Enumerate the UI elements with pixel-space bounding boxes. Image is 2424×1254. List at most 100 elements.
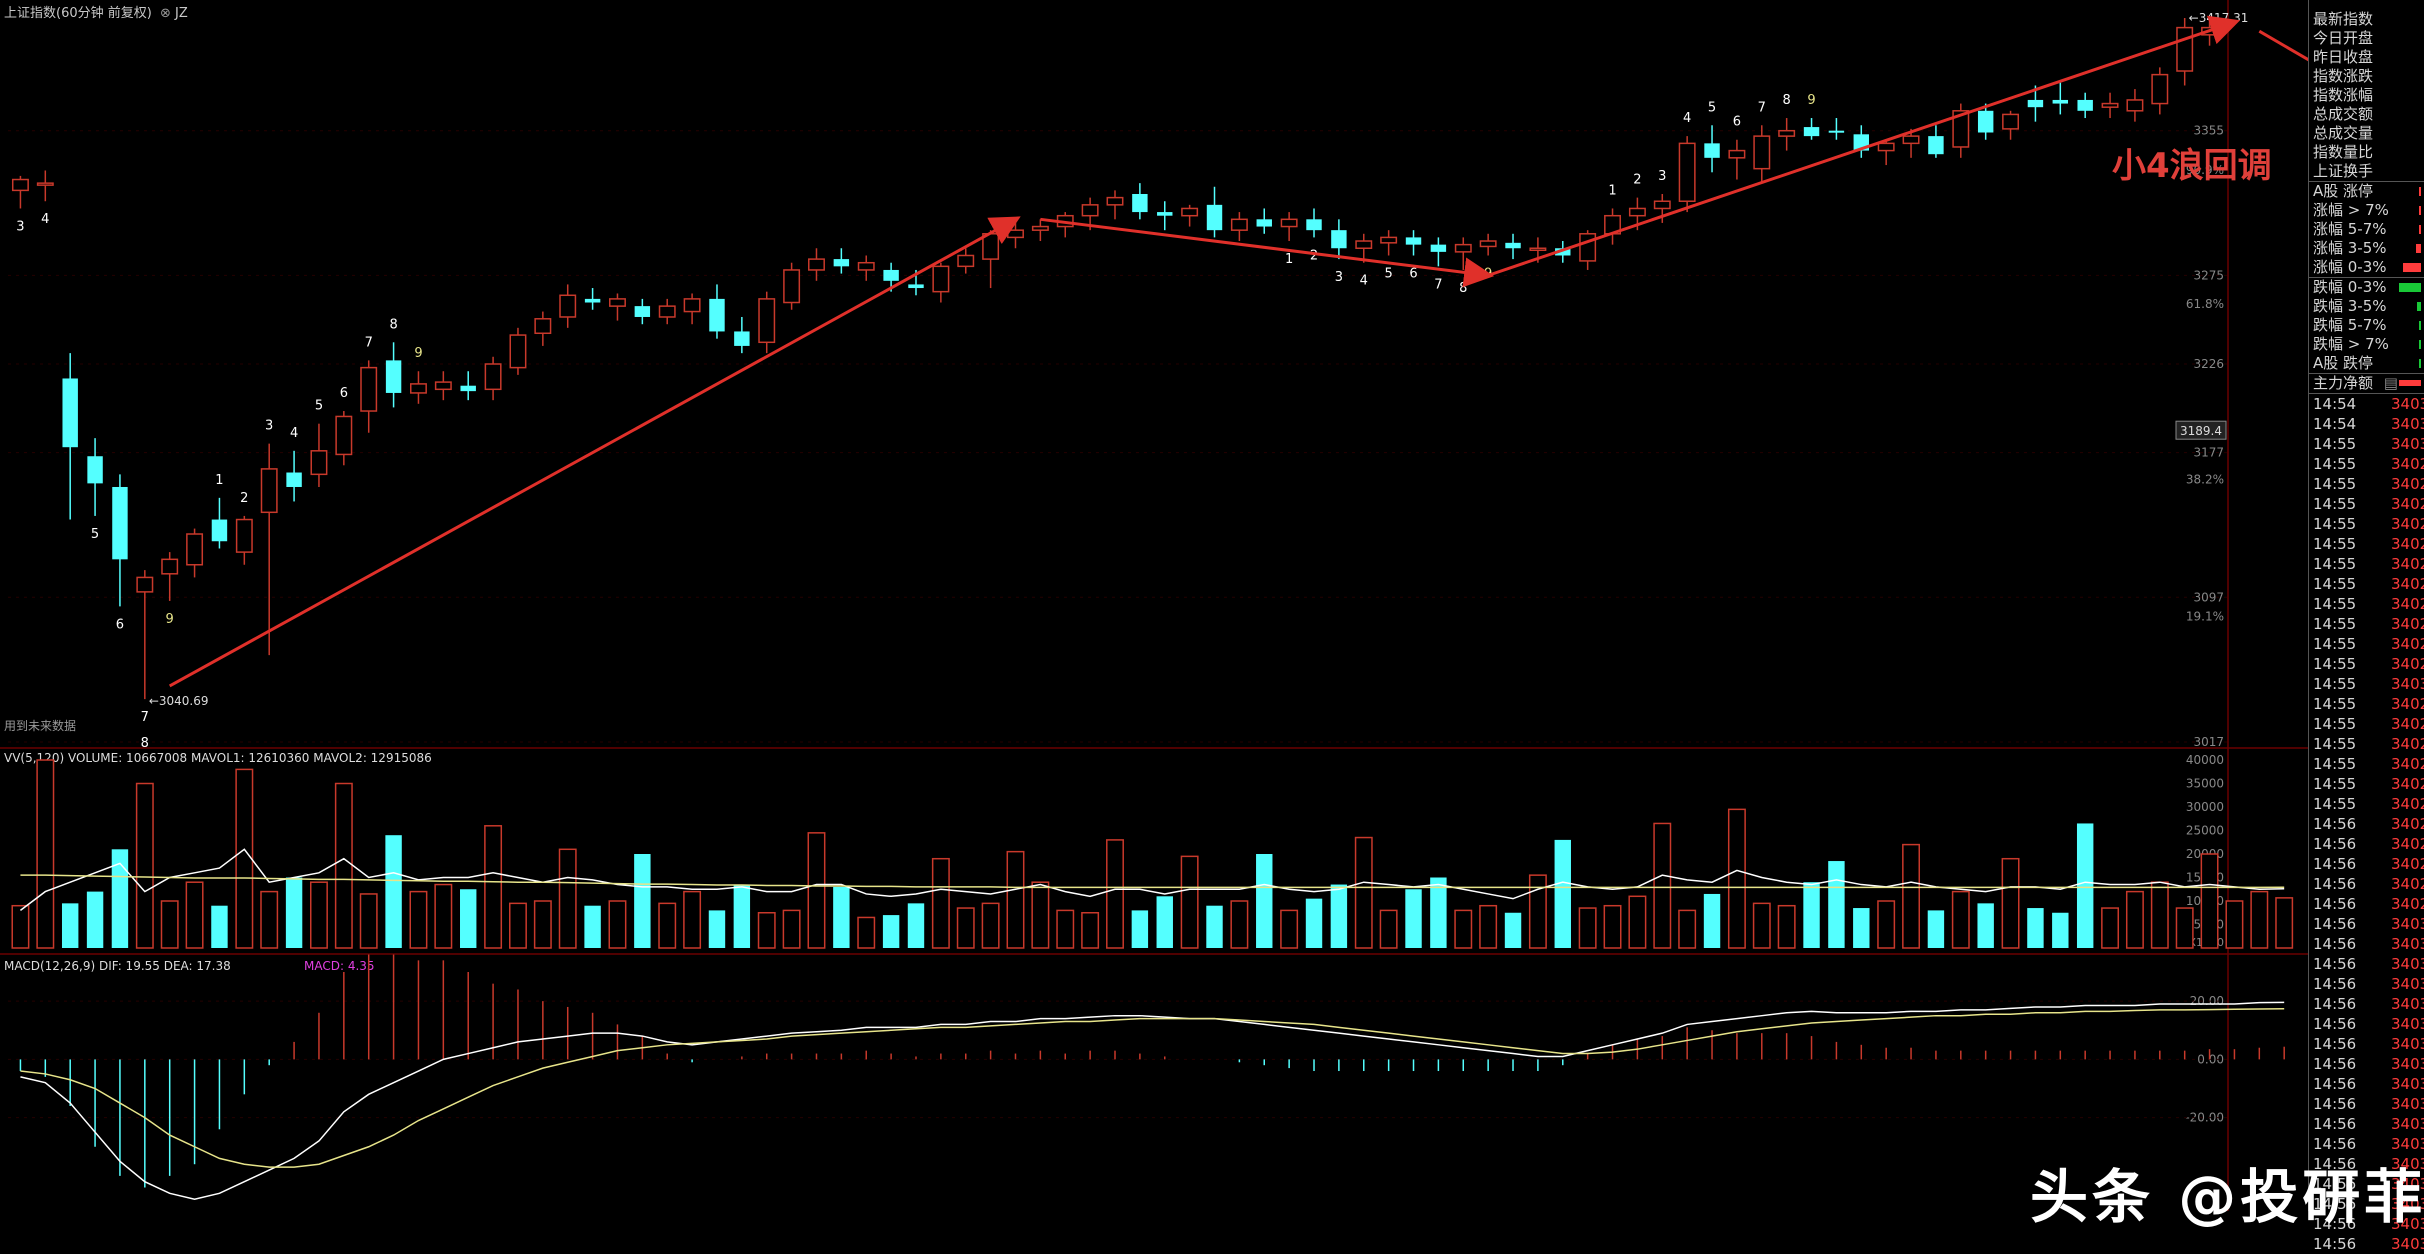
macd-value-label: MACD: 4.35 <box>304 959 375 973</box>
tick-price: 3403 <box>2391 435 2424 453</box>
candle-body-down <box>460 385 476 392</box>
candle-body-up <box>1579 233 1597 262</box>
distribution-row: 涨幅 0-3% <box>2309 258 2424 277</box>
tick-price: 3403 <box>2391 915 2424 933</box>
candle-body-up <box>1454 243 1472 253</box>
tick-time: 14:55 <box>2313 535 2357 553</box>
distribution-list: A股 涨停 涨幅 > 7% 涨幅 5-7% 涨幅 3-5% 涨幅 0-3% 跌幅 0-3%… <box>2309 181 2424 373</box>
tick-price: 3402 <box>2391 575 2424 593</box>
td-count-label: 2 <box>1633 173 1641 188</box>
info-row: 最新指数 <box>2309 10 2424 29</box>
tick-time: 14:54 <box>2313 415 2357 433</box>
candle-body-down <box>1803 127 1820 137</box>
td-count-label: 7 <box>1434 277 1442 292</box>
close-icon[interactable]: ⊗ <box>159 6 171 21</box>
tick-row: 14:55 3402 <box>2309 454 2424 474</box>
wave-arrow-up-1 <box>168 216 1021 688</box>
volume-bar-up <box>782 909 801 949</box>
tick-row: 14:55 3403 <box>2309 434 2424 454</box>
td-count-label: 3 <box>1658 169 1666 184</box>
tick-time: 14:56 <box>2313 1095 2357 1113</box>
td-count-label: 3 <box>265 419 273 434</box>
tick-price: 3402 <box>2391 535 2424 553</box>
volume-bar-up <box>1653 822 1672 949</box>
tick-row: 14:55 3402 <box>2309 714 2424 734</box>
td-count-label: 5 <box>91 527 99 542</box>
tick-row: 14:56 3403 <box>2309 1174 2424 1194</box>
volume-bar-up <box>683 890 702 949</box>
volume-bar-up <box>2250 890 2269 949</box>
tick-price: 3403 <box>2391 1055 2424 1073</box>
price-tick-label: 3355 <box>2193 124 2224 138</box>
candle-body-down <box>2077 99 2093 111</box>
tick-price: 3402 <box>2391 715 2424 733</box>
tick-time: 14:55 <box>2313 575 2357 593</box>
volume-bar-up <box>1752 902 1771 949</box>
tick-row: 14:56 3403 <box>2309 954 2424 974</box>
volume-bar-down <box>2052 912 2069 948</box>
tick-list[interactable]: 14:54340314:54340314:55340314:55340214:5… <box>2309 393 2424 1254</box>
volume-bar-up <box>2150 881 2169 949</box>
low-price-label: ←3040.69 <box>149 694 209 708</box>
volume-bar-up <box>160 900 179 949</box>
distribution-bar <box>2419 321 2421 330</box>
candle-body-down <box>1206 204 1223 231</box>
volume-bar-up <box>359 893 378 949</box>
tick-time: 14:56 <box>2313 935 2357 953</box>
candle-body-up <box>609 298 626 307</box>
td-count-label: 4 <box>1360 274 1368 289</box>
tick-price: 3403 <box>2391 955 2424 973</box>
tick-row: 14:55 3402 <box>2309 614 2424 634</box>
chart-area[interactable]: 33553275322631773097301790.9%61.8%38.2%1… <box>0 0 2308 1211</box>
distribution-label: 涨幅 0-3% <box>2313 258 2387 276</box>
td-count-label: 5 <box>1384 266 1392 281</box>
candle-body-up <box>559 294 577 318</box>
info-row: 总成交量 <box>2309 124 2424 143</box>
volume-bar-down <box>1554 839 1571 948</box>
volume-bar-down <box>1853 908 1870 948</box>
td-count-label: 1 <box>1608 183 1616 198</box>
candle-body-up <box>1877 142 1895 152</box>
tick-row: 14:56 3403 <box>2309 1074 2424 1094</box>
tick-row: 14:56 3403 <box>2309 994 2424 1014</box>
tick-time: 14:56 <box>2313 1195 2357 1213</box>
candle-body-up <box>1952 110 1970 148</box>
candle-body-up <box>36 182 54 186</box>
volume-bar-down <box>285 877 303 948</box>
price-tick-label: 3226 <box>2193 357 2224 371</box>
tick-time: 14:56 <box>2313 1175 2357 1193</box>
info-row: 上证换手 <box>2309 162 2424 181</box>
price-tick-label: 3177 <box>2193 446 2224 460</box>
volume-tick-label: 30000 <box>2186 800 2224 814</box>
candle-body-down <box>87 456 103 484</box>
info-label: 指数涨跌 <box>2313 67 2374 85</box>
candle-body-up <box>932 265 950 293</box>
tick-time: 14:56 <box>2313 975 2357 993</box>
volume-bar-down <box>86 891 104 948</box>
volume-bar-up <box>1528 874 1547 949</box>
tick-price: 3402 <box>2391 595 2424 613</box>
distribution-bar <box>2417 302 2421 311</box>
candle-body-up <box>1031 225 1049 231</box>
candle-body-down <box>1306 219 1322 231</box>
candle-body-down <box>833 259 850 267</box>
volume-bar-down <box>1156 896 1173 948</box>
info-row: 指数涨幅 <box>2309 86 2424 105</box>
volume-bar-up <box>1006 850 1025 949</box>
td-count-label: 6 <box>116 617 124 632</box>
volume-bar-down <box>111 849 129 948</box>
tick-time: 14:56 <box>2313 1115 2357 1133</box>
info-label: 总成交量 <box>2313 124 2374 142</box>
volume-bar-up <box>956 907 975 949</box>
candle-body-up <box>683 298 701 313</box>
volume-bar-down <box>1504 912 1522 948</box>
tick-time: 14:56 <box>2313 1235 2357 1253</box>
tick-row: 14:55 3402 <box>2309 534 2424 554</box>
td-count-label: 8 <box>389 317 397 332</box>
tick-price: 3402 <box>2391 615 2424 633</box>
tick-row: 14:55 3402 <box>2309 634 2424 654</box>
tick-price: 3402 <box>2391 655 2424 673</box>
distribution-row: 跌幅 0-3% <box>2309 277 2424 297</box>
volume-bar-up <box>11 904 30 949</box>
tick-row: 14:56 3403 <box>2309 914 2424 934</box>
